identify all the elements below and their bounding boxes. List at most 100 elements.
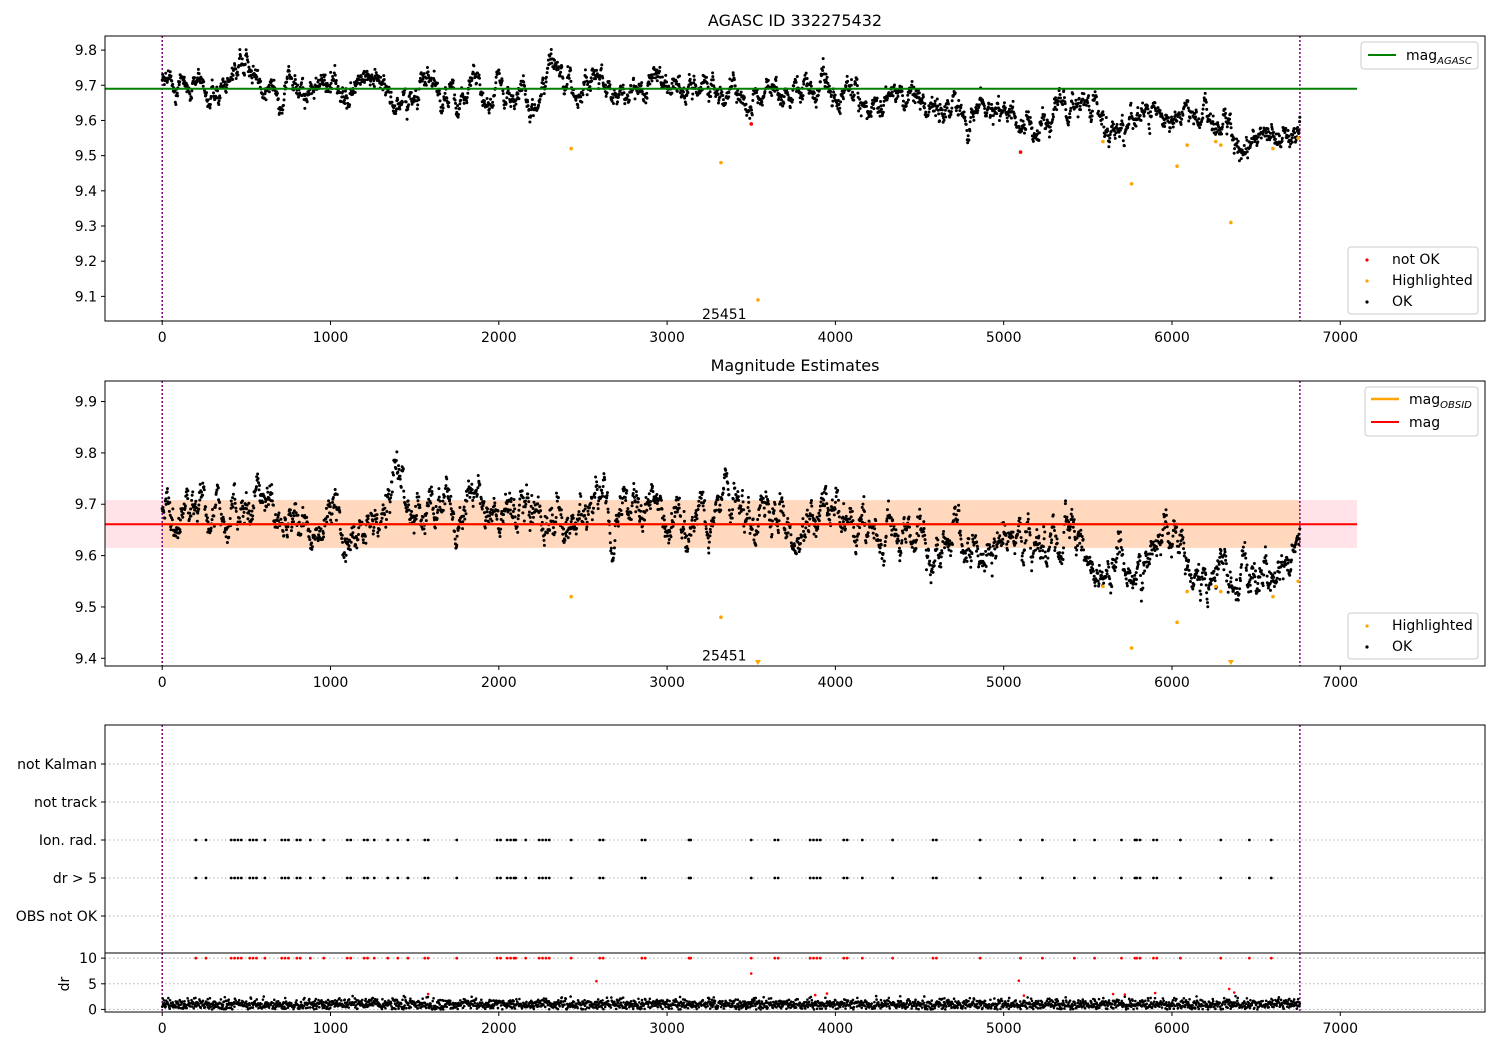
- ok-point: [245, 503, 249, 507]
- ok-point: [216, 96, 220, 100]
- ok-point: [497, 72, 501, 76]
- ok-point: [1297, 128, 1301, 132]
- ok-point: [731, 73, 735, 77]
- ok-point: [928, 573, 932, 577]
- ok-point: [495, 517, 499, 521]
- ok-point: [1021, 119, 1025, 123]
- ok-point: [708, 90, 712, 94]
- ok-point: [523, 505, 527, 509]
- ok-point: [1179, 542, 1183, 546]
- ok-point: [1086, 101, 1090, 105]
- ok-point: [855, 538, 859, 542]
- ok-point: [161, 505, 165, 509]
- ok-point: [234, 76, 238, 80]
- ok-point: [457, 107, 461, 111]
- ok-point: [1188, 116, 1192, 120]
- ok-point: [1094, 95, 1098, 99]
- ok-point: [351, 531, 355, 535]
- ok-point: [1110, 585, 1114, 589]
- ok-point: [493, 93, 497, 97]
- ok-point: [605, 494, 609, 498]
- ok-point: [412, 531, 416, 535]
- ok-point: [341, 540, 345, 544]
- ok-point: [864, 101, 868, 105]
- ok-point: [882, 103, 886, 107]
- ok-point: [851, 90, 855, 94]
- ok-point: [1211, 120, 1215, 124]
- legend-label-ok: OK: [1392, 294, 1413, 310]
- ok-point: [445, 96, 449, 100]
- ok-point: [721, 491, 725, 495]
- ok-point: [591, 511, 595, 515]
- ok-point: [287, 64, 291, 68]
- ok-point: [383, 513, 387, 517]
- ok-point: [1064, 499, 1068, 503]
- ok-point: [466, 91, 470, 95]
- ok-point: [359, 75, 363, 79]
- ok-point: [263, 508, 267, 512]
- ok-point: [858, 97, 862, 101]
- ok-point: [645, 91, 649, 95]
- ok-point: [279, 517, 283, 521]
- highlighted-point: [1213, 139, 1218, 144]
- ok-point: [756, 101, 760, 105]
- ok-point: [421, 77, 425, 81]
- ok-point: [1044, 127, 1048, 131]
- ok-point: [437, 89, 441, 93]
- ok-point: [1246, 156, 1250, 160]
- ok-point: [1194, 110, 1198, 114]
- ok-point: [583, 507, 587, 511]
- ok-point: [165, 490, 169, 494]
- ok-point: [1102, 125, 1106, 129]
- ok-point: [879, 100, 883, 104]
- ok-point: [766, 78, 770, 82]
- ok-point: [554, 491, 558, 495]
- ok-point: [301, 76, 305, 80]
- ok-point: [768, 510, 772, 514]
- ok-point: [202, 485, 206, 489]
- ok-point: [1138, 114, 1142, 118]
- ok-point: [900, 89, 904, 93]
- ok-point: [1087, 94, 1091, 98]
- ok-point: [518, 497, 522, 501]
- ok-point: [293, 78, 297, 82]
- ok-point: [814, 535, 818, 539]
- ok-point: [257, 481, 261, 485]
- ok-point: [831, 99, 835, 103]
- panel-agasc: AGASC ID 332275432 25451 0 1000 2000 3000 40…: [75, 11, 1486, 346]
- ok-point: [957, 99, 961, 103]
- ok-point: [822, 498, 826, 502]
- ok-point: [1115, 122, 1119, 126]
- ok-point: [348, 103, 352, 107]
- ok-point: [1054, 96, 1058, 100]
- ok-point: [224, 535, 228, 539]
- ok-point: [603, 83, 607, 87]
- ok-point: [641, 529, 645, 533]
- ok-point: [994, 106, 998, 110]
- ok-point: [1054, 534, 1058, 538]
- ok-point: [580, 100, 584, 104]
- ok-point: [938, 102, 942, 106]
- ok-point: [737, 498, 741, 502]
- ok-point: [634, 84, 638, 88]
- ok-point: [1119, 538, 1123, 542]
- ok-point: [881, 110, 885, 114]
- ok-point: [333, 64, 337, 68]
- ok-point: [872, 536, 876, 540]
- ok-point: [1113, 136, 1117, 140]
- ok-point: [1199, 123, 1203, 127]
- ok-point: [859, 114, 863, 118]
- ok-point: [293, 74, 297, 78]
- ok-point: [1100, 570, 1104, 574]
- highlighted-point: [1229, 220, 1233, 225]
- ok-point: [1178, 551, 1182, 555]
- ok-point: [272, 78, 276, 82]
- ok-point: [701, 490, 705, 494]
- ok-point: [665, 80, 669, 84]
- ok-point: [1228, 112, 1232, 116]
- ok-point: [793, 544, 797, 548]
- ok-point: [642, 99, 646, 103]
- ok-point: [1031, 555, 1035, 559]
- ok-point: [1025, 530, 1029, 534]
- ok-point: [726, 481, 730, 485]
